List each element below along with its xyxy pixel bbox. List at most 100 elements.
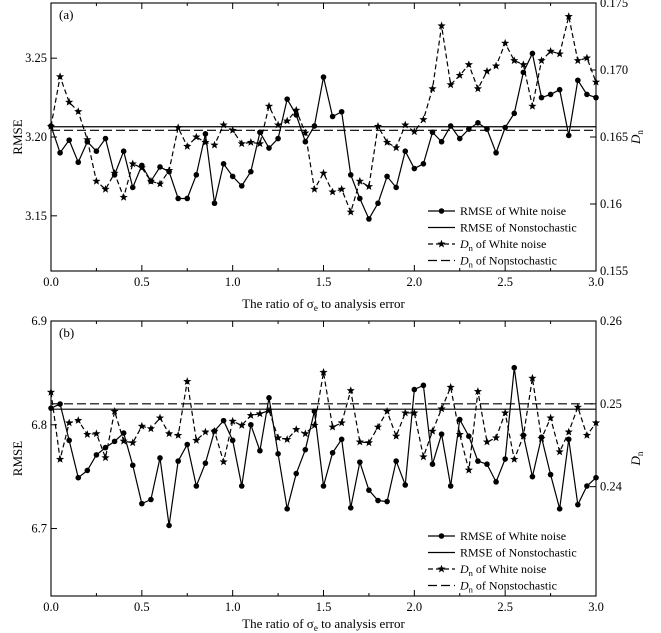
series-1-point <box>129 462 136 469</box>
x-tick-label: 2.0 <box>407 275 423 289</box>
series-1-point <box>484 461 490 468</box>
series-1-point <box>184 195 191 202</box>
legend-label-main: D <box>459 579 469 593</box>
legend: RMSE of White noise RMSE of Nonstochastic… <box>428 529 577 595</box>
series-1-point <box>547 91 554 98</box>
series-3-point <box>301 128 310 137</box>
series-1-point <box>366 487 372 493</box>
series-3-point <box>74 107 83 116</box>
y-axis-title: RMSE <box>10 441 25 476</box>
x-axis-title-part: to analysis error <box>318 296 406 311</box>
series-1-point <box>347 504 354 511</box>
series-1-point <box>184 441 191 448</box>
x-tick-label: 0.0 <box>43 600 59 614</box>
x-tick-label: 2.5 <box>497 275 513 289</box>
legend-label-main: D <box>459 254 469 268</box>
series-1-point <box>66 437 72 444</box>
series-1-point <box>393 184 399 191</box>
series-1-point <box>538 94 545 101</box>
series-1-point <box>511 364 518 371</box>
x-tick-label: 2.0 <box>407 600 423 614</box>
series-1-point <box>456 135 463 142</box>
series-3-point <box>119 193 128 201</box>
series-1-point <box>157 164 163 170</box>
y2-tick-label: 0.24 <box>600 480 623 494</box>
legend-label-sub: n <box>469 243 474 253</box>
series-3-point <box>210 140 219 149</box>
series-3-point <box>491 433 501 442</box>
series-1-point <box>329 113 336 120</box>
y-tick-label: 6.9 <box>31 314 47 328</box>
series-1-point <box>102 444 109 451</box>
series-1-point <box>420 382 427 389</box>
series-3-point <box>155 413 165 422</box>
series-3-point <box>337 184 346 193</box>
series-3-point <box>501 38 510 47</box>
series-3-point <box>401 408 410 417</box>
series-1-point <box>565 132 572 139</box>
series-3-point <box>519 60 528 69</box>
series-1-point <box>193 483 200 489</box>
series-3-point <box>292 425 301 433</box>
x-tick-label: 1.5 <box>316 600 332 614</box>
series-1-point <box>157 455 163 461</box>
series-3-point <box>428 426 437 435</box>
series-3-point <box>519 431 528 440</box>
x-axis-title-sigma: σ <box>307 296 314 311</box>
series-3-point <box>510 56 519 65</box>
series-1-point <box>402 482 409 488</box>
series-3-point <box>528 373 537 382</box>
legend-swatch-marker <box>438 208 445 214</box>
series-3-point <box>373 121 383 130</box>
series-1-point <box>493 149 499 156</box>
x-tick-label: 3.0 <box>588 275 604 289</box>
series-1-point <box>556 86 563 93</box>
series-3-point <box>482 437 492 446</box>
series-3-point <box>174 123 183 132</box>
series-3-point <box>419 115 428 124</box>
series-1-point <box>284 96 290 102</box>
series-3-point <box>46 387 56 396</box>
series-1-point <box>57 401 63 407</box>
series-1-point <box>429 461 436 468</box>
panel-label: (b) <box>59 325 74 340</box>
series-1-point <box>466 433 472 439</box>
series-3-point <box>355 176 364 185</box>
series-3-point <box>537 434 546 443</box>
legend-swatch-marker <box>437 564 446 573</box>
series-3-point <box>582 53 592 62</box>
series-3-point <box>319 168 328 177</box>
series-1-point <box>75 159 82 166</box>
series-1-point <box>202 131 209 137</box>
chart-panel-a: 0.0 0.5 1.0 1.5 2.0 2.5 3.0 3.15 3.20 3.25 0.155 0.… <box>10 0 645 313</box>
y2-axis-title-main: D <box>628 455 643 466</box>
series-3-point <box>428 84 437 93</box>
series-1-point <box>93 148 100 154</box>
series-3-point <box>246 411 255 419</box>
y-tick-label: 3.15 <box>25 209 47 223</box>
series-3-point <box>74 416 83 424</box>
legend-label: RMSE of Nonstochastic <box>460 221 577 235</box>
series-3-point <box>346 386 355 395</box>
series-3-point <box>273 120 283 129</box>
series-3-point <box>55 72 65 81</box>
series-3-point <box>101 184 110 193</box>
x-axis-title-part: to analysis error <box>318 616 406 631</box>
series-1-point <box>357 195 363 202</box>
series-3-point <box>582 431 592 439</box>
series-1-point <box>584 483 590 489</box>
series-1-point <box>556 506 563 512</box>
series-1-point <box>366 216 372 222</box>
y2-tick-label: 0.26 <box>600 314 622 328</box>
series-3-point <box>446 80 455 89</box>
y-tick-label: 6.8 <box>31 418 47 432</box>
series-1-point <box>175 458 181 464</box>
series-1-point <box>447 483 454 489</box>
series-3-point <box>255 139 265 148</box>
series-1-point <box>593 94 599 101</box>
y2-tick-label: 0.155 <box>600 264 628 278</box>
series-3-point <box>382 138 392 146</box>
x-tick-label: 3.0 <box>588 600 604 614</box>
series-3-point <box>355 437 364 446</box>
legend-label-rest: of Nonstochastic <box>473 254 557 268</box>
